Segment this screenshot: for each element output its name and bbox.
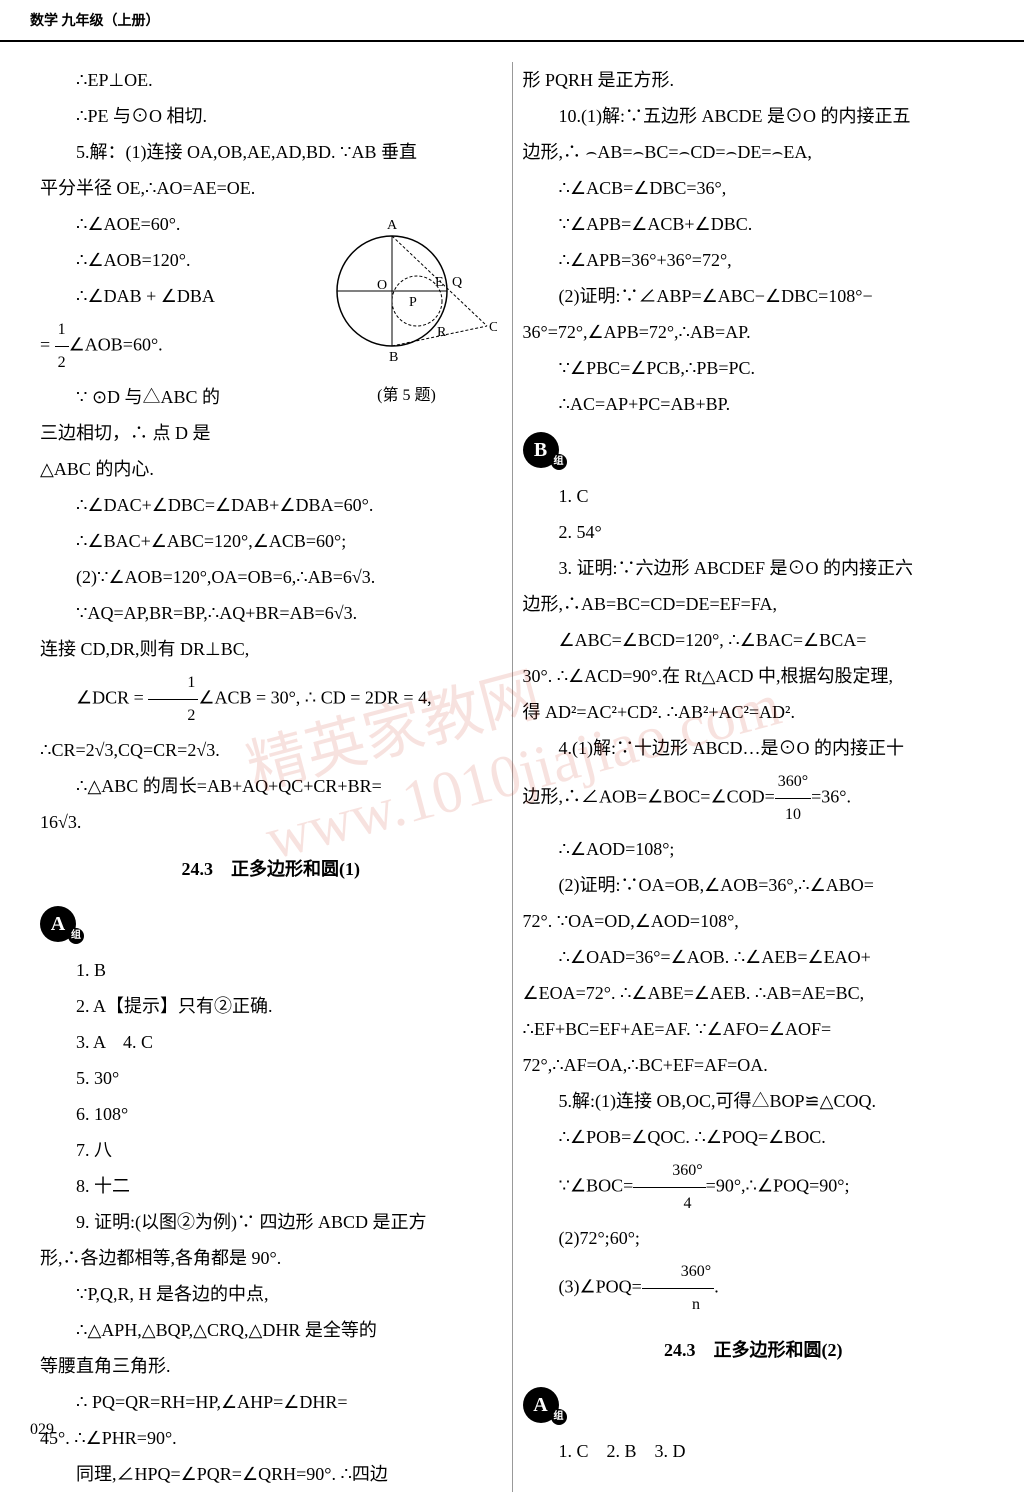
text-line: (2)证明:∵∠ABP=∠ABC−∠DBC=108°− <box>523 278 985 314</box>
text-line: 边形,∴ ⌢AB=⌢BC=⌢CD=⌢DE=⌢EA, <box>523 134 985 170</box>
text-line: 10.(1)解:∵五边形 ABCDE 是⊙O 的内接正五 <box>523 98 985 134</box>
answer-line: ∵∠BOC=360°4=90°,∴∠POQ=90°; <box>523 1155 985 1220</box>
answer-line: 得 AD²=AC²+CD². ∴AB²+AC²=AD². <box>523 694 985 730</box>
answer-line: ∴∠OAD=36°=∠AOB. ∴∠AEB=∠EAO+ <box>523 939 985 975</box>
svg-text:O: O <box>377 278 387 293</box>
text-line: 平分半径 OE,∴AO=AE=OE. <box>40 170 502 206</box>
geometry-figure: A O E P Q R B C (第 5 题) <box>317 211 497 391</box>
answer-line: ∴ PQ=QR=RH=HP,∠AHP=∠DHR= <box>40 1384 502 1420</box>
answer-line: 72°,∴AF=OA,∴BC+EF=AF=OA. <box>523 1047 985 1083</box>
svg-text:C: C <box>489 320 497 335</box>
answer-line: (3)∠POQ=360°n. <box>523 1256 985 1321</box>
section-title: 24.3 正多边形和圆(2) <box>523 1336 985 1362</box>
section-title: 24.3 正多边形和圆(1) <box>40 855 502 881</box>
answer-line: 9. 证明:(以图②为例)∵ 四边形 ABCD 是正方 <box>40 1204 502 1240</box>
figure-caption: (第 5 题) <box>317 381 497 405</box>
svg-text:P: P <box>409 295 417 310</box>
answer-line: ∴△APH,△BQP,△CRQ,△DHR 是全等的 <box>40 1312 502 1348</box>
answer-line: 边形,∴AB=BC=CD=DE=EF=FA, <box>523 586 985 622</box>
badge-a: A <box>523 1377 985 1433</box>
svg-text:R: R <box>437 325 447 340</box>
answer-line: (2)证明:∵OA=OB,∠AOB=36°,∴∠ABO= <box>523 867 985 903</box>
text-line: ∴∠BAC+∠ABC=120°,∠ACB=60°; <box>40 523 502 559</box>
svg-text:B: B <box>389 350 398 365</box>
text-line: ∴AC=AP+PC=AB+BP. <box>523 386 985 422</box>
text-line: ∴∠APB=36°+36°=72°, <box>523 242 985 278</box>
text-line: ∴∠DAC+∠DBC=∠DAB+∠DBA=60°. <box>40 487 502 523</box>
answer-line: 同理,∠HPQ=∠PQR=∠QRH=90°. ∴四边 <box>40 1456 502 1492</box>
answer-line: 形,∴各边都相等,各角都是 90°. <box>40 1240 502 1276</box>
answer-line: ∠EOA=72°. ∴∠ABE=∠AEB. ∴AB=AE=BC, <box>523 975 985 1011</box>
svg-text:E: E <box>435 275 444 290</box>
text-line: 5.解：(1)连接 OA,OB,AE,AD,BD. ∵AB 垂直 <box>40 134 502 170</box>
answer-line: ∠ABC=∠BCD=120°, ∴∠BAC=∠BCA= <box>523 622 985 658</box>
answer-line: ∴EF+BC=EF+AE=AF. ∵∠AFO=∠AOF= <box>523 1011 985 1047</box>
text-line: 三边相切，∴ 点 D 是 <box>40 415 502 451</box>
answer-line: 30°. ∴∠ACD=90°.在 Rt△ACD 中,根据勾股定理, <box>523 658 985 694</box>
svg-text:Q: Q <box>452 275 462 290</box>
text-line: 36°=72°,∠APB=72°,∴AB=AP. <box>523 314 985 350</box>
badge-a: A <box>40 896 502 952</box>
answer-line: 1. B <box>40 952 502 988</box>
main-content: ∴EP⊥OE. ∴PE 与⊙O 相切. 5.解：(1)连接 OA,OB,AE,A… <box>0 42 1024 1512</box>
answer-line: 72°. ∵OA=OD,∠AOD=108°, <box>523 903 985 939</box>
left-column: ∴EP⊥OE. ∴PE 与⊙O 相切. 5.解：(1)连接 OA,OB,AE,A… <box>30 62 513 1492</box>
text-line: ∠DCR = 12∠ACB = 30°, ∴ CD = 2DR = 4, <box>40 667 502 732</box>
answer-line: 边形,∴∠AOB=∠BOC=∠COD=360°10=36°. <box>523 766 985 831</box>
answer-line: ∴∠AOD=108°; <box>523 831 985 867</box>
text-line: (2)∵∠AOB=120°,OA=OB=6,∴AB=6√3. <box>40 559 502 595</box>
answer-line: 3. A 4. C <box>40 1024 502 1060</box>
answer-line: 7. 八 <box>40 1132 502 1168</box>
text-line: ∴PE 与⊙O 相切. <box>40 98 502 134</box>
text-line: ∴∠ACB=∠DBC=36°, <box>523 170 985 206</box>
answer-line: 2. A【提示】只有②正确. <box>40 988 502 1024</box>
text-line: 连接 CD,DR,则有 DR⊥BC, <box>40 631 502 667</box>
answer-line: 1. C <box>523 478 985 514</box>
answer-line: 5.解:(1)连接 OB,OC,可得△BOP≌△COQ. <box>523 1083 985 1119</box>
answer-line: 5. 30° <box>40 1060 502 1096</box>
text-line: ∴△ABC 的周长=AB+AQ+QC+CR+BR= <box>40 768 502 804</box>
text-line: 形 PQRH 是正方形. <box>523 62 985 98</box>
text-line: ∵∠APB=∠ACB+∠DBC. <box>523 206 985 242</box>
svg-text:A: A <box>386 218 397 233</box>
answer-line: 4.(1)解:∵十边形 ABCD…是⊙O 的内接正十 <box>523 730 985 766</box>
text-line: ∵∠PBC=∠PCB,∴PB=PC. <box>523 350 985 386</box>
answer-line: (2)72°;60°; <box>523 1220 985 1256</box>
answer-line: 6. 108° <box>40 1096 502 1132</box>
page-number: 029 <box>30 1421 54 1439</box>
text-line: ∴EP⊥OE. <box>40 62 502 98</box>
answer-line: ∴∠POB=∠QOC. ∴∠POQ=∠BOC. <box>523 1119 985 1155</box>
answer-line: 等腰直角三角形. <box>40 1348 502 1384</box>
answer-line: ∵P,Q,R, H 是各边的中点, <box>40 1276 502 1312</box>
text-line: ∵AQ=AP,BR=BP,∴AQ+BR=AB=6√3. <box>40 595 502 631</box>
badge-b: B <box>523 422 985 478</box>
right-column: 形 PQRH 是正方形. 10.(1)解:∵五边形 ABCDE 是⊙O 的内接正… <box>513 62 995 1492</box>
answer-line: 3. 证明:∵六边形 ABCDEF 是⊙O 的内接正六 <box>523 550 985 586</box>
text-line: 16√3. <box>40 804 502 840</box>
answer-line: 8. 十二 <box>40 1168 502 1204</box>
text-line: ∴CR=2√3,CQ=CR=2√3. <box>40 732 502 768</box>
answer-line: 1. C 2. B 3. D <box>523 1433 985 1469</box>
answer-line: 2. 54° <box>523 514 985 550</box>
page-header: 数学 九年级（上册） <box>0 0 1024 42</box>
text-line: △ABC 的内心. <box>40 451 502 487</box>
answer-line: 45°. ∴∠PHR=90°. <box>40 1420 502 1456</box>
